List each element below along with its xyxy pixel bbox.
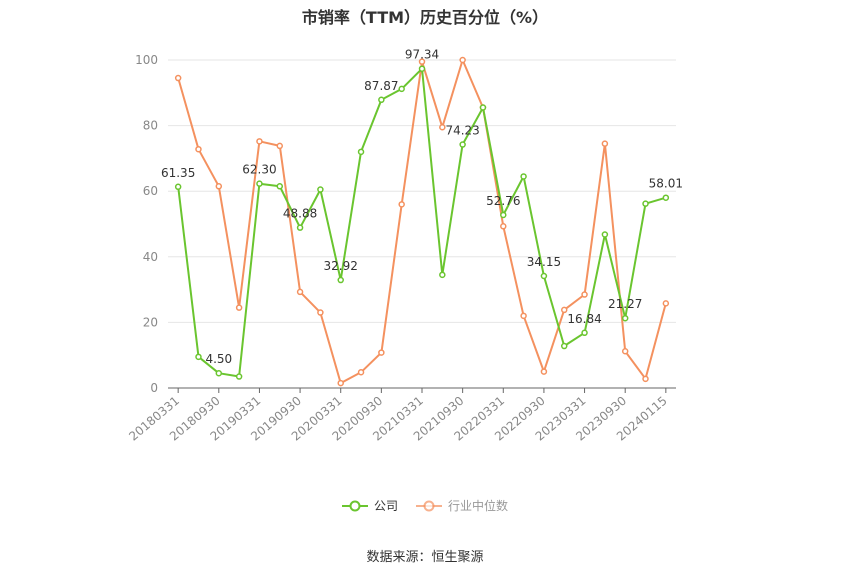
company-point [398,85,405,93]
y-tick-label: 40 [143,250,158,264]
company-point [276,183,284,190]
industry-point [296,288,304,296]
data-label: 52.76 [486,194,520,208]
data-label: 74.23 [445,124,479,138]
company-point [378,96,385,104]
legend-item-company[interactable]: 公司 [341,497,398,514]
chart-title: 市销率（TTM）历史百分位（%） [301,8,549,27]
series-lines [174,56,670,387]
data-label: 87.87 [364,79,398,93]
data-label: 32.92 [324,259,358,273]
company-point [621,314,629,322]
y-tick-label: 0 [150,381,158,395]
legend-company-icon [341,500,368,511]
company-point [317,186,324,193]
data-label: 48.88 [283,207,317,221]
industry-point [459,56,466,64]
axes: 0204060801002018033120180930201903312019… [126,53,676,444]
industry-point [560,306,568,314]
industry-point [215,183,223,190]
industry-point [235,304,243,311]
data-label: 16.84 [567,312,601,326]
company-point [662,194,670,201]
legend-industry-label: 行业中位数 [448,499,509,513]
company-point [459,141,466,148]
industry-point [337,379,344,387]
company-point [195,353,202,361]
y-tick-label: 20 [143,315,158,329]
industry-point [195,145,202,153]
company-point [439,271,446,279]
industry-point [256,138,263,145]
company-point [581,329,588,337]
company-point [560,342,568,350]
industry-point [642,375,649,383]
company-point [500,211,507,219]
company-point [235,373,243,380]
industry-point [357,369,365,376]
data-label: 62.30 [242,163,276,177]
data-labels: 61.35 4.50 62.30 48.88 32.92 87.87 97.34 74.23 5… [161,48,683,367]
gridlines [168,59,676,323]
data-label: 34.15 [527,255,561,269]
y-tick-label: 60 [143,184,158,198]
data-label: 61.35 [161,166,195,180]
industry-point [540,368,548,375]
company-point [337,276,344,284]
company-point [601,231,609,238]
legend-company-label: 公司 [373,499,398,513]
company-point [642,200,649,207]
company-point [540,272,548,280]
industry-point [520,312,527,320]
industry-point [439,123,446,131]
industry-point [418,58,426,65]
company-point [479,104,487,111]
industry-point [276,142,284,150]
company-point [357,148,365,156]
industry-point [398,201,405,208]
industry-point [621,348,629,355]
data-label: 97.34 [405,48,439,62]
data-label: 4.50 [205,352,232,366]
industry-point [378,349,385,356]
industry-point [317,309,324,316]
legend-item-industry[interactable]: 行业中位数 [416,497,508,514]
series-line-company [177,67,667,378]
data-label: 58.01 [649,177,683,191]
legend-industry-icon [416,500,442,511]
data-label: 21.27 [608,297,642,311]
industry-point [174,74,182,82]
industry-point [500,223,507,230]
legend: 公司 行业中位数 [0,497,850,514]
company-point [174,183,182,191]
series-line-industry [177,59,667,385]
company-point [215,369,223,377]
company-point [296,224,304,231]
company-point [418,65,426,72]
source-note: 数据来源：恒生聚源 [366,550,484,565]
industry-point [601,140,609,147]
y-tick-label: 80 [143,119,158,133]
company-point [520,173,527,180]
y-tick-label: 100 [135,53,158,67]
industry-point [662,300,670,307]
company-point [256,180,263,187]
industry-point [581,291,588,298]
